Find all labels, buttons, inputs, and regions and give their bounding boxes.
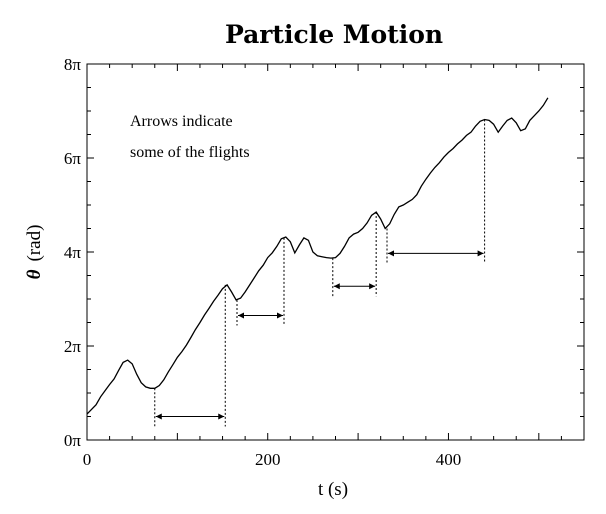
x-tick-label: 200: [255, 450, 281, 469]
flight-arrow-head-left: [155, 413, 162, 420]
theta-series-line: [86, 97, 549, 415]
flight-1: [154, 284, 226, 427]
y-tick-label: 2π: [64, 337, 82, 356]
flight-4: [386, 119, 486, 264]
y-tick-label: 4π: [64, 243, 82, 262]
chart-title: Particle Motion: [225, 20, 443, 49]
x-tick-label: 400: [436, 450, 462, 469]
flight-arrow-head-right: [276, 312, 283, 319]
y-axis-unit: (rad): [24, 225, 45, 262]
x-axis-label: t (s): [318, 479, 348, 500]
annotation-line-1: Arrows indicate: [130, 113, 233, 130]
y-axis-ticks: 0π 2π 4π 6π 8π: [64, 55, 584, 450]
flight-arrow-head-left: [388, 250, 395, 257]
flight-2: [236, 237, 285, 326]
flight-3: [332, 212, 377, 297]
y-axis-symbol: θ: [24, 269, 45, 279]
flight-markers: [154, 119, 486, 427]
x-tick-label: 0: [83, 450, 92, 469]
flight-arrow-head-right: [477, 250, 484, 257]
annotation-line-2: some of the flights: [130, 144, 250, 161]
y-tick-label: 0π: [64, 431, 82, 450]
flight-arrow-head-right: [369, 283, 376, 290]
x-axis-ticks: 0 200 400: [83, 64, 585, 469]
y-axis-label: θ (rad): [24, 225, 45, 280]
flight-arrow-head-left: [333, 283, 340, 290]
y-tick-label: 8π: [64, 55, 82, 74]
flight-arrow-head-right: [218, 413, 225, 420]
flight-arrow-head-left: [238, 312, 245, 319]
y-tick-label: 6π: [64, 149, 82, 168]
